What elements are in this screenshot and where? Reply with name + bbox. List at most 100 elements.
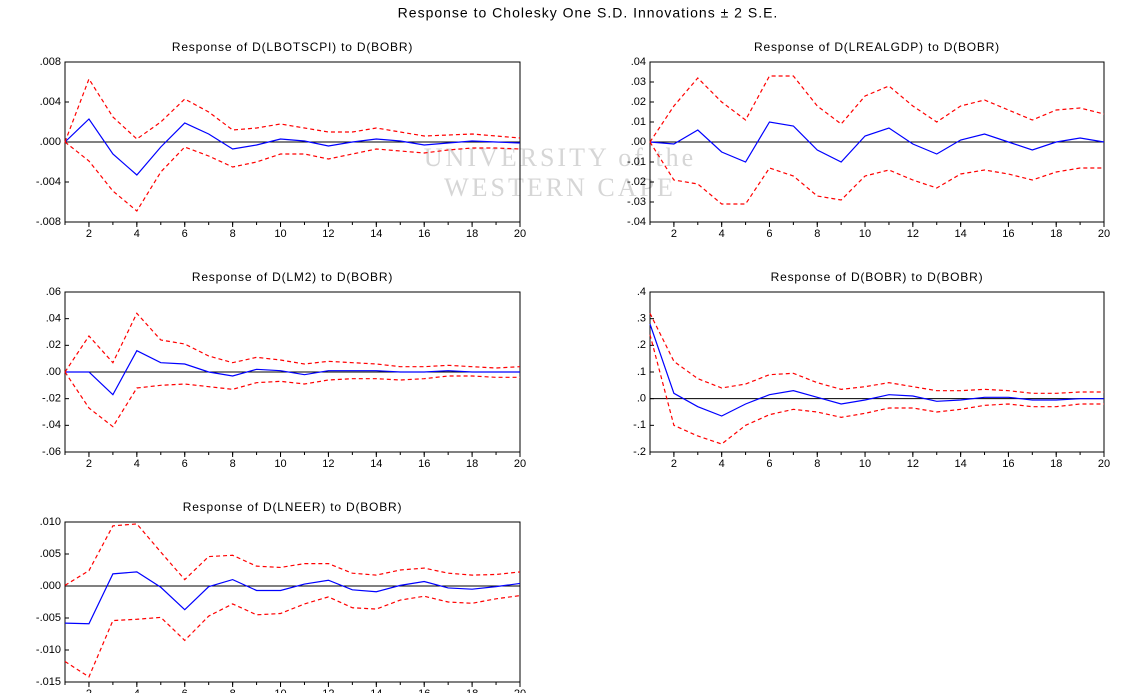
y-tick-label: -.04 [627,216,646,228]
x-tick-label: 4 [134,228,140,240]
x-tick-label: 2 [86,688,92,693]
y-tick-label: .01 [631,116,646,128]
x-tick-label: 10 [859,228,871,240]
x-tick-label: 4 [719,458,725,470]
subplot-title: Response of D(LNEER) to D(BOBR) [183,500,403,514]
x-tick-label: 10 [274,228,286,240]
subplot-title: Response of D(LM2) to D(BOBR) [192,270,393,284]
x-tick-label: 14 [370,458,382,470]
subplot-title: Response of D(BOBR) to D(BOBR) [771,270,984,284]
y-tick-label: .0 [637,393,646,405]
x-tick-label: 2 [86,228,92,240]
response-line [65,349,520,396]
x-tick-label: 8 [814,458,820,470]
y-tick-label: .04 [46,313,61,325]
watermark: WESTERN CAPE [444,173,676,202]
y-tick-label: .03 [631,76,646,88]
x-tick-label: 6 [182,228,188,240]
x-tick-label: 2 [86,458,92,470]
y-tick-label: .02 [631,96,646,108]
x-tick-label: 12 [322,458,334,470]
x-tick-label: 20 [514,458,526,470]
main-title: Response to Cholesky One S.D. Innovation… [398,5,779,21]
x-tick-label: 14 [955,458,967,470]
x-tick-label: 8 [230,688,236,693]
y-tick-label: -.03 [627,196,646,208]
x-tick-label: 20 [1098,458,1110,470]
y-tick-label: .02 [46,339,61,351]
y-tick-label: .4 [637,286,646,298]
x-tick-label: 2 [671,228,677,240]
y-tick-label: -.06 [42,446,61,458]
x-tick-label: 12 [907,228,919,240]
y-tick-label: -.004 [36,176,61,188]
response-line [649,121,1105,163]
x-tick-label: 14 [955,228,967,240]
y-tick-label: -.04 [42,419,61,431]
x-tick-label: 12 [907,458,919,470]
y-tick-label: .008 [40,56,61,68]
x-tick-label: 16 [1002,458,1014,470]
x-tick-label: 16 [418,458,430,470]
y-tick-label: -.010 [36,644,61,656]
x-tick-label: 18 [1050,228,1062,240]
x-tick-label: 8 [230,228,236,240]
x-tick-label: 12 [322,688,334,693]
band-line [64,141,521,212]
y-tick-label: .004 [40,96,61,108]
y-tick-label: .2 [637,339,646,351]
y-tick-label: .1 [637,366,646,378]
x-tick-label: 16 [418,688,430,693]
x-tick-label: 18 [466,458,478,470]
x-tick-label: 20 [514,688,526,693]
watermark: UNIVERSITY of the [424,143,696,172]
y-tick-label: .010 [40,516,61,528]
x-tick-label: 10 [274,688,286,693]
band-line [64,371,520,428]
x-tick-label: 16 [1002,228,1014,240]
y-tick-label: -.2 [633,446,646,458]
x-tick-label: 18 [466,228,478,240]
x-tick-label: 6 [182,458,188,470]
y-tick-label: .06 [46,286,61,298]
x-tick-label: 18 [1050,458,1062,470]
x-tick-label: 20 [1098,228,1110,240]
y-tick-label: -.1 [633,419,646,431]
x-tick-label: 4 [719,228,725,240]
y-tick-label: -.008 [36,216,61,228]
y-tick-label: -.015 [36,676,61,688]
band-line [64,312,521,373]
y-tick-label: .005 [40,548,61,560]
x-tick-label: 4 [134,688,140,693]
y-tick-label: -.01 [627,156,646,168]
response-line [649,323,1104,417]
x-tick-label: 10 [274,458,286,470]
band-line [64,595,521,678]
y-tick-label: .000 [40,580,61,592]
plot-frame [64,521,521,683]
subplot-title: Response of D(LBOTSCPI) to D(BOBR) [172,40,413,54]
response-line [64,118,521,176]
x-tick-label: 4 [134,458,140,470]
y-tick-label: -.005 [36,612,61,624]
y-tick-label: .000 [40,136,61,148]
y-tick-label: -.02 [42,393,61,405]
band-line [649,334,1104,445]
x-tick-label: 8 [230,458,236,470]
plot-frame [649,291,1105,453]
band-line [649,141,1104,205]
x-tick-label: 14 [370,228,382,240]
band-line [649,313,1104,394]
x-tick-label: 10 [859,458,871,470]
x-tick-label: 2 [671,458,677,470]
x-tick-label: 12 [322,228,334,240]
x-tick-label: 16 [418,228,430,240]
x-tick-label: 8 [814,228,820,240]
y-tick-label: .04 [631,56,646,68]
y-tick-label: .00 [631,136,646,148]
x-tick-label: 6 [766,458,772,470]
x-tick-label: 20 [514,228,526,240]
subplot-title: Response of D(LREALGDP) to D(BOBR) [754,40,1000,54]
